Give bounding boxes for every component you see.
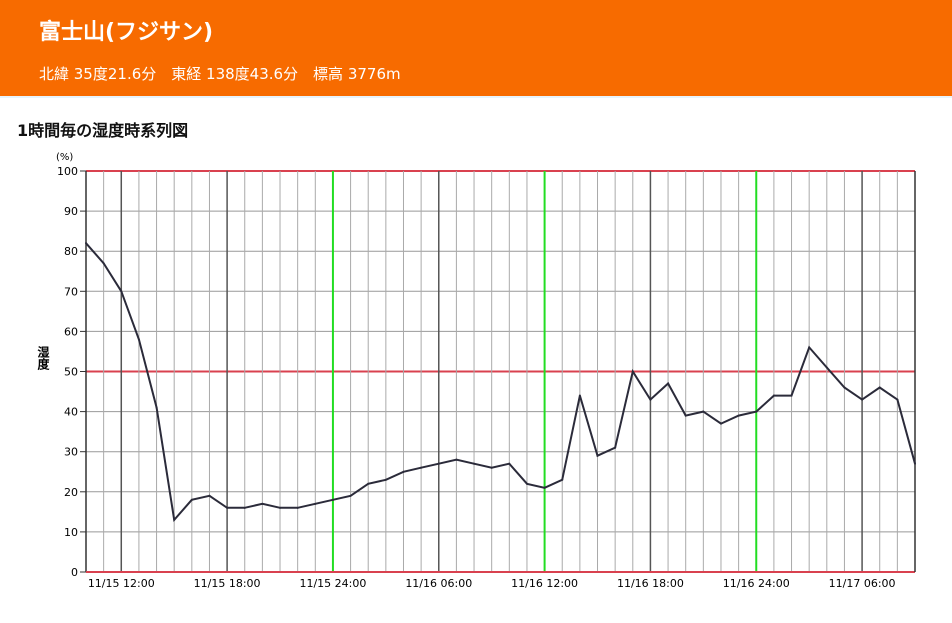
data-point bbox=[578, 394, 581, 397]
data-point bbox=[878, 386, 881, 389]
data-point bbox=[455, 458, 458, 461]
data-point bbox=[543, 486, 546, 489]
y-tick-label: 50 bbox=[64, 366, 78, 379]
y-tick-label: 30 bbox=[64, 446, 78, 459]
data-point bbox=[808, 346, 811, 349]
section-title: 1時間毎の湿度時系列図 bbox=[17, 121, 189, 140]
data-point bbox=[243, 506, 246, 509]
data-point bbox=[755, 410, 758, 413]
x-tick-label: 11/16 12:00 bbox=[511, 577, 578, 590]
data-point bbox=[561, 478, 564, 481]
data-point bbox=[772, 394, 775, 397]
data-point bbox=[843, 386, 846, 389]
data-point bbox=[173, 518, 176, 521]
data-point bbox=[649, 398, 652, 401]
data-point bbox=[279, 506, 282, 509]
y-tick-label: 100 bbox=[57, 165, 78, 178]
y-tick-label: 40 bbox=[64, 406, 78, 419]
data-point bbox=[190, 498, 193, 501]
data-point bbox=[137, 338, 140, 341]
data-point bbox=[825, 366, 828, 369]
data-point bbox=[737, 414, 740, 417]
data-point bbox=[596, 454, 599, 457]
data-point bbox=[684, 414, 687, 417]
y-tick-label: 70 bbox=[64, 285, 78, 298]
data-point bbox=[208, 494, 211, 497]
divider bbox=[0, 96, 952, 98]
data-point bbox=[719, 422, 722, 425]
data-point bbox=[120, 290, 123, 293]
data-point bbox=[155, 406, 158, 409]
y-tick-label: 0 bbox=[71, 566, 78, 579]
y-tick-label: 20 bbox=[64, 486, 78, 499]
data-point bbox=[790, 394, 793, 397]
data-point bbox=[896, 398, 899, 401]
data-point bbox=[402, 470, 405, 473]
data-point bbox=[473, 462, 476, 465]
data-point bbox=[226, 506, 229, 509]
data-point bbox=[490, 466, 493, 469]
data-point bbox=[349, 494, 352, 497]
station-title: 富士山(フジサン) bbox=[39, 20, 214, 45]
x-tick-label: 11/15 12:00 bbox=[88, 577, 155, 590]
header: 富士山(フジサン) 北緯 35度21.6分 東経 138度43.6分 標高 37… bbox=[0, 0, 952, 96]
data-point bbox=[261, 502, 264, 505]
y-axis-label: 湿度 bbox=[36, 345, 50, 371]
x-tick-label: 11/16 24:00 bbox=[723, 577, 790, 590]
data-point bbox=[914, 462, 916, 465]
data-point bbox=[420, 466, 423, 469]
x-tick-label: 11/17 06:00 bbox=[829, 577, 896, 590]
data-point bbox=[102, 262, 105, 265]
data-point bbox=[85, 242, 87, 245]
y-tick-label: 60 bbox=[64, 325, 78, 338]
x-tick-label: 11/15 18:00 bbox=[194, 577, 261, 590]
x-tick-label: 11/16 06:00 bbox=[405, 577, 472, 590]
data-point bbox=[508, 462, 511, 465]
y-tick-label: 80 bbox=[64, 245, 78, 258]
data-point bbox=[331, 498, 334, 501]
data-point bbox=[702, 410, 705, 413]
data-point bbox=[314, 502, 317, 505]
y-unit-label: (%) bbox=[56, 152, 73, 163]
data-point bbox=[437, 462, 440, 465]
data-point bbox=[384, 478, 387, 481]
data-point bbox=[367, 482, 370, 485]
data-point bbox=[296, 506, 299, 509]
data-point bbox=[525, 482, 528, 485]
data-point bbox=[667, 382, 670, 385]
data-point bbox=[631, 370, 634, 373]
data-point bbox=[861, 398, 864, 401]
y-tick-label: 10 bbox=[64, 526, 78, 539]
station-location: 北緯 35度21.6分 東経 138度43.6分 標高 3776m bbox=[39, 65, 401, 83]
x-tick-label: 11/15 24:00 bbox=[299, 577, 366, 590]
x-tick-label: 11/16 18:00 bbox=[617, 577, 684, 590]
data-point bbox=[614, 446, 617, 449]
humidity-line bbox=[85, 242, 916, 523]
y-tick-label: 90 bbox=[64, 205, 78, 218]
